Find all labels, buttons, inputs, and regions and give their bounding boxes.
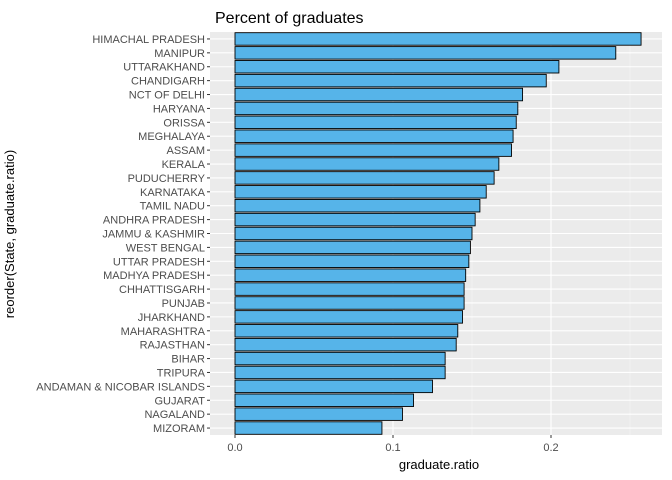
bar	[234, 101, 519, 116]
y-tick-label: RAJASTHAN	[140, 340, 205, 352]
bar	[234, 226, 473, 241]
bar	[234, 337, 457, 352]
y-tick-label: KERALA	[162, 159, 206, 171]
y-axis-title: reorder(State, graduate.ratio)	[2, 150, 17, 318]
y-tick-label: CHANDIGARH	[131, 76, 205, 88]
bar	[234, 129, 514, 143]
bar	[234, 365, 446, 380]
y-tick-label: HIMACHAL PRADESH	[92, 34, 205, 46]
x-axis-ticks: 0.0 0.1 0.2	[227, 435, 559, 454]
bar	[234, 185, 487, 199]
y-tick-label: MIZORAM	[153, 423, 205, 435]
y-tick-label: UTTARAKHAND	[123, 62, 205, 74]
bar	[234, 310, 463, 324]
bar	[234, 212, 476, 227]
y-tick-label: CHHATTISGARH	[119, 284, 205, 296]
y-tick-label: JAMMU & KASHMIR	[102, 229, 205, 241]
bar	[234, 296, 465, 310]
y-tick-label: KARNATAKA	[140, 187, 206, 199]
bar	[234, 60, 560, 74]
bar	[234, 324, 459, 338]
y-tick-label: TRIPURA	[157, 367, 206, 379]
bar	[234, 32, 642, 46]
x-axis-title: graduate.ratio	[399, 457, 479, 472]
y-tick-label: WEST BENGAL	[126, 242, 205, 254]
y-tick-label: MEGHALAYA	[138, 131, 205, 143]
bar	[234, 87, 524, 102]
y-tick-label: ANDAMAN & NICOBAR ISLANDS	[36, 381, 205, 393]
y-tick-label: PUDUCHERRY	[128, 173, 206, 185]
y-tick-label: TAMIL NADU	[140, 201, 205, 213]
bar	[234, 282, 465, 296]
bar	[234, 421, 383, 435]
bar	[234, 379, 433, 394]
y-tick-label: NCT OF DELHI	[129, 90, 205, 102]
bar	[234, 199, 481, 213]
y-axis-ticks: HIMACHAL PRADESH MANIPUR UTTARAKHAND CHANDI…	[36, 34, 210, 435]
bar	[234, 73, 547, 88]
chart-title: Percent of graduates	[215, 10, 364, 27]
x-tick-label: 0.0	[227, 442, 242, 454]
y-tick-label: ORISSA	[163, 117, 205, 129]
y-tick-label: PUNJAB	[162, 298, 205, 310]
y-tick-label: ASSAM	[166, 145, 205, 157]
y-tick-label: UTTAR PRADESH	[113, 256, 205, 268]
y-tick-label: MAHARASHTRA	[121, 326, 206, 338]
bar	[234, 143, 512, 157]
y-tick-label: MADHYA PRADESH	[103, 270, 205, 282]
y-tick-label: HARYANA	[153, 103, 206, 115]
bar	[234, 268, 467, 282]
bar	[234, 157, 500, 171]
y-tick-label: MANIPUR	[154, 48, 205, 60]
bar	[234, 393, 414, 407]
bar	[234, 407, 403, 421]
y-tick-label: JHARKHAND	[138, 312, 205, 324]
x-tick-label: 0.1	[385, 442, 400, 454]
y-tick-label: NAGALAND	[144, 409, 205, 421]
x-tick-label: 0.2	[543, 442, 558, 454]
y-tick-label: GUJARAT	[154, 395, 205, 407]
bar	[234, 351, 446, 366]
bars-group	[234, 32, 642, 435]
bar	[234, 254, 470, 268]
y-tick-label: ANDHRA PRADESH	[103, 215, 205, 227]
y-tick-label: BIHAR	[171, 354, 205, 366]
bar	[234, 115, 517, 130]
bar	[234, 46, 617, 60]
bar	[234, 171, 495, 185]
bar	[234, 240, 471, 255]
